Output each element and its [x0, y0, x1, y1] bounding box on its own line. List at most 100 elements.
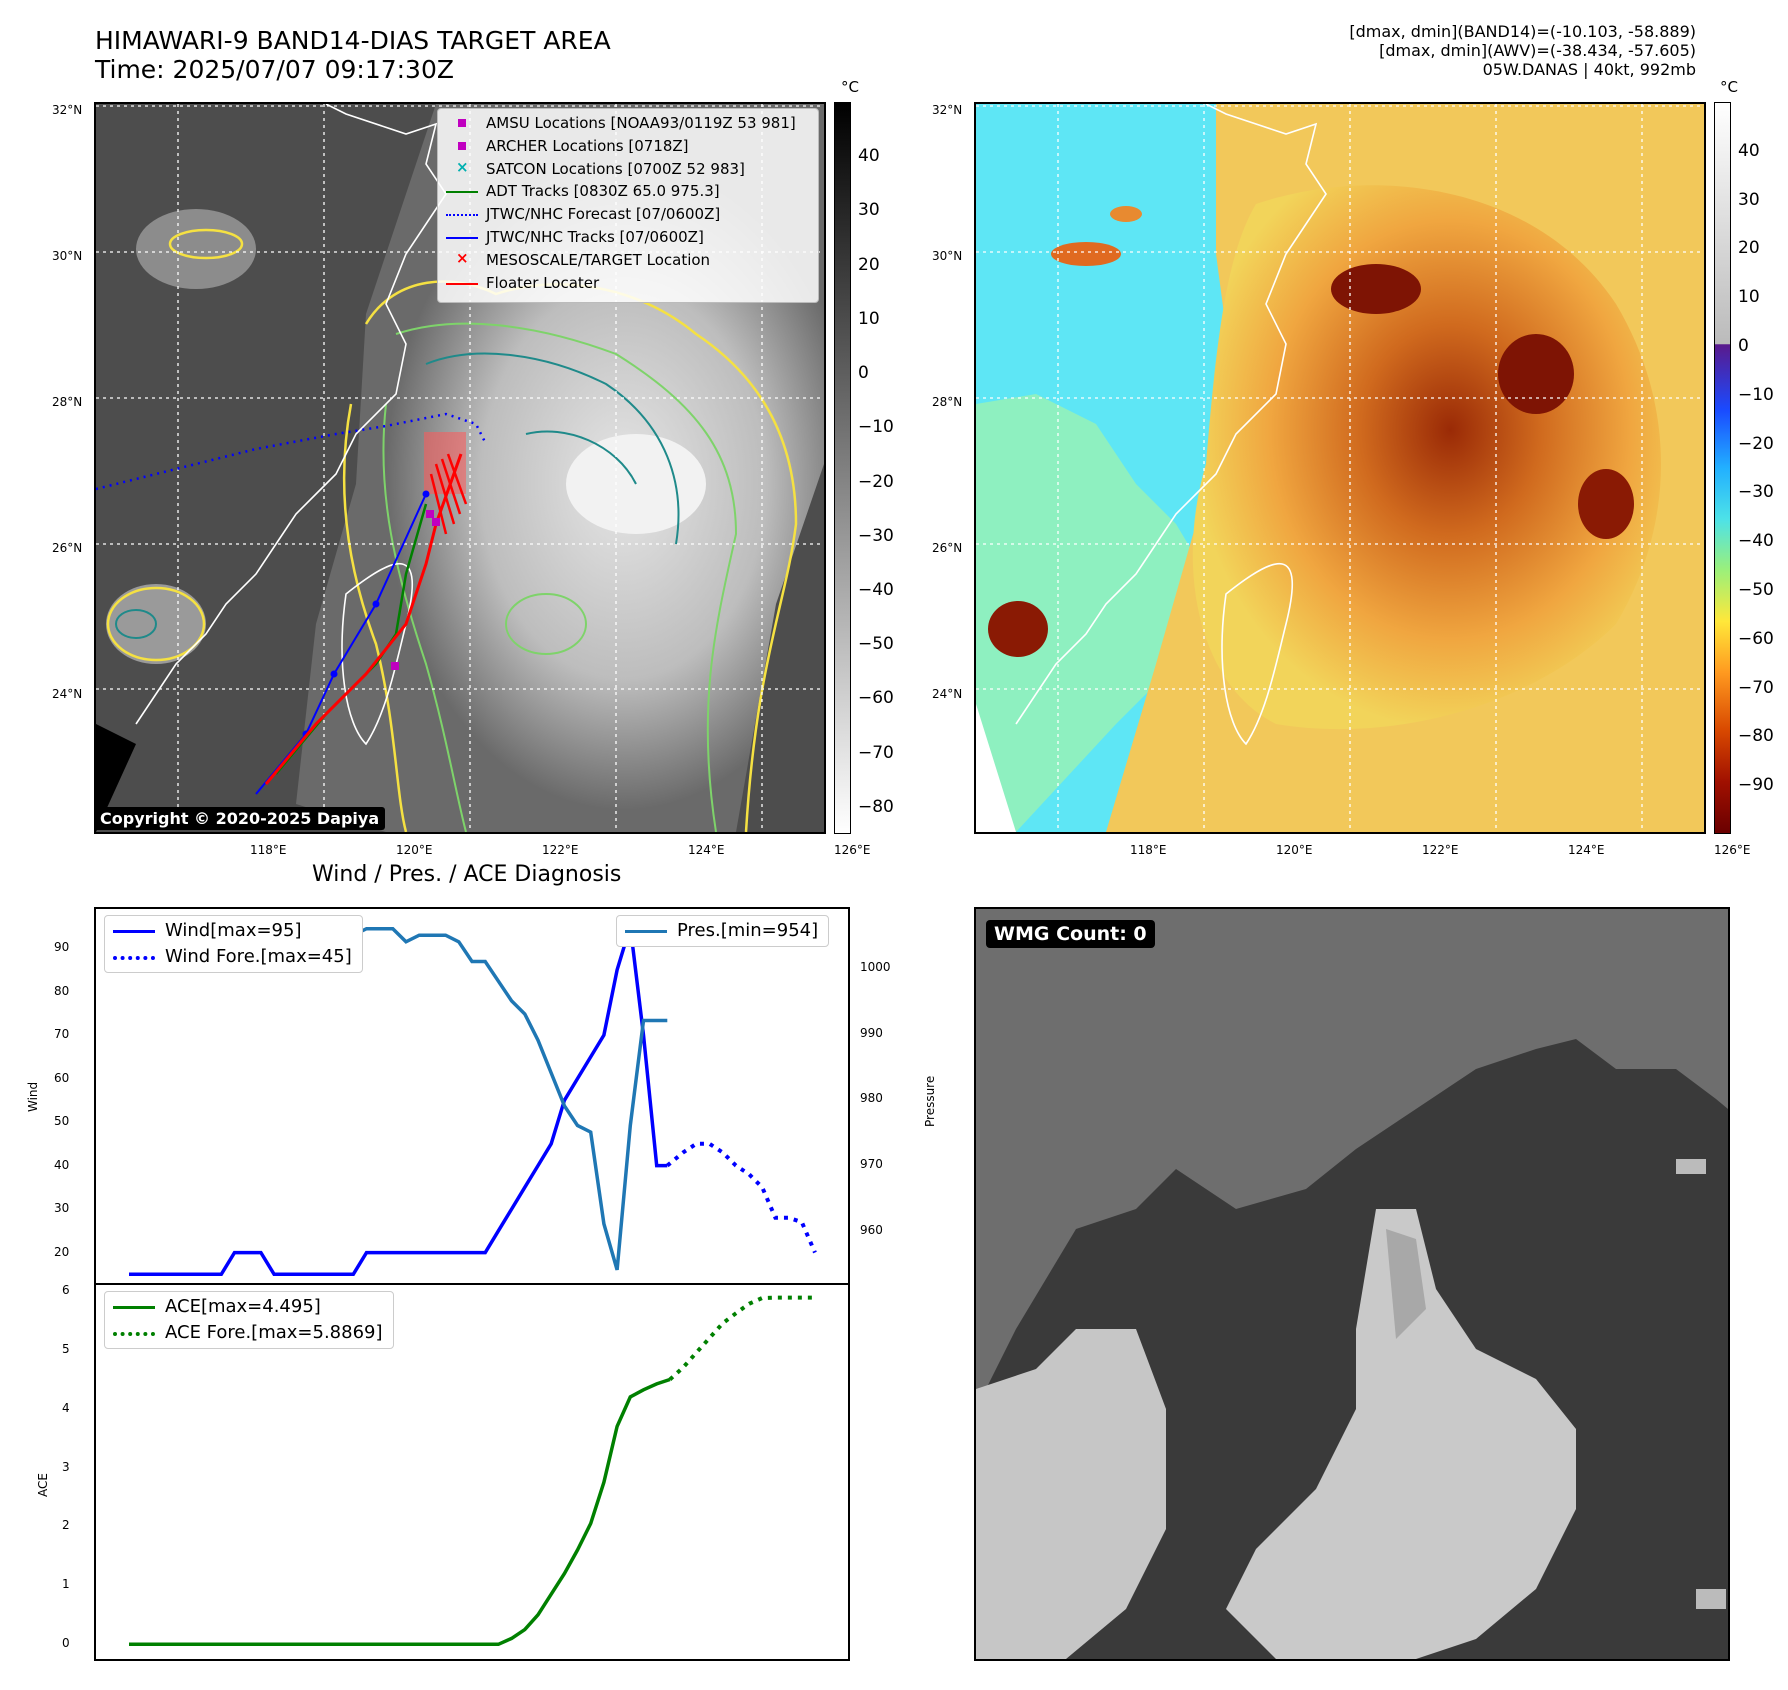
legend-wind: Wind[max=95] [105, 918, 352, 944]
lat-tick-label: 28°N [52, 395, 83, 409]
title-line-2: Time: 2025/07/07 09:17:30Z [95, 55, 454, 84]
wind-legend: Wind[max=95] Wind Fore.[max=45] [104, 915, 363, 973]
awv-imagery [976, 104, 1704, 832]
right-colorbar-tick: 40 [1738, 140, 1760, 161]
legend-adt: ADT Tracks [0830Z 65.0 975.3] [438, 180, 818, 203]
ace-tick-label: 0 [62, 1636, 70, 1651]
right-colorbar-tick: −50 [1738, 580, 1774, 600]
lon-tick-label: 124°E [688, 843, 725, 857]
left-colorbar-tick: 40 [858, 146, 880, 167]
legend-label: ACE Fore.[max=5.8869] [165, 1322, 383, 1343]
ace-tick-label: 1 [62, 1577, 70, 1592]
lat-tick-label: 28°N [932, 395, 963, 409]
legend-label: ADT Tracks [0830Z 65.0 975.3] [486, 182, 720, 201]
pressure-axis-label: Pressure [923, 1075, 937, 1127]
right-colorbar-unit: °C [1720, 78, 1738, 96]
adt-line-icon [446, 191, 478, 194]
lon-tick-label: 126°E [834, 843, 871, 857]
pressure-tick-label: 980 [860, 1091, 883, 1106]
left-colorbar-tick: −70 [858, 742, 894, 763]
wind-tick-label: 70 [54, 1027, 70, 1042]
left-colorbar [834, 102, 851, 834]
legend-jtwc-forecast: JTWC/NHC Forecast [07/0600Z] [438, 203, 818, 226]
legend-label: JTWC/NHC Forecast [07/0600Z] [486, 205, 721, 224]
wind-forecast-dotted-icon [113, 956, 155, 960]
ace-tick-label: 4 [62, 1400, 70, 1415]
pressure-tick-label: 970 [860, 1156, 883, 1171]
legend-ace-forecast: ACE Fore.[max=5.8869] [105, 1320, 383, 1346]
ace-tick-label: 5 [62, 1341, 70, 1356]
wind-tick-label: 40 [54, 1157, 70, 1172]
legend-label: Wind Fore.[max=45] [165, 946, 352, 967]
legend-archer: ARCHER Locations [0718Z] [438, 135, 818, 158]
pressure-tick-label: 990 [860, 1025, 883, 1040]
lon-tick-label: 120°E [1276, 843, 1313, 857]
floater-line-icon [446, 282, 478, 285]
ace-plot [129, 1295, 815, 1647]
legend-label: Wind[max=95] [165, 920, 302, 941]
lat-tick-label: 30°N [932, 249, 963, 263]
left-colorbar-tick: −10 [858, 417, 894, 438]
left-colorbar-unit: °C [841, 78, 859, 96]
wind-tick-label: 90 [54, 940, 70, 955]
lon-tick-label: 126°E [1714, 843, 1751, 857]
lat-tick-label: 30°N [52, 249, 83, 263]
left-colorbar-tick: 0 [858, 363, 869, 384]
pressure-legend: Pres.[min=954] [616, 915, 830, 947]
left-colorbar-tick: 20 [858, 254, 880, 275]
pressure-tick-label: 1000 [860, 960, 891, 975]
wmg-imagery [976, 909, 1728, 1659]
series-line-wind-pressure-2 [666, 1141, 817, 1254]
lon-tick-label: 118°E [250, 843, 287, 857]
legend-pressure: Pres.[min=954] [617, 918, 818, 944]
target-x-icon: × [456, 248, 469, 267]
legend-label: MESOSCALE/TARGET Location [486, 250, 711, 269]
legend-wind-forecast: Wind Fore.[max=45] [105, 944, 352, 970]
figure-title: HIMAWARI-9 BAND14-DIAS TARGET AREA Time: … [95, 26, 611, 84]
lat-tick-label: 32°N [932, 103, 963, 117]
title-line-1: HIMAWARI-9 BAND14-DIAS TARGET AREA [95, 26, 611, 55]
legend-label: ARCHER Locations [0718Z] [486, 136, 689, 155]
ace-legend: ACE[max=4.495] ACE Fore.[max=5.8869] [104, 1291, 394, 1349]
wmg-count-badge: WMG Count: 0 [986, 920, 1155, 948]
legend-satcon: × SATCON Locations [0700Z 52 983] [438, 158, 818, 181]
legend-label: SATCON Locations [0700Z 52 983] [486, 159, 745, 178]
right-colorbar-tick: −70 [1738, 677, 1774, 698]
stats-line-1: [dmax, dmin](BAND14)=(-10.103, -58.889) [1349, 22, 1696, 41]
series-line-wind-pressure-0 [129, 925, 632, 1277]
lon-tick-label: 124°E [1568, 843, 1605, 857]
right-colorbar-tick: −60 [1738, 628, 1774, 649]
ace-line-icon [113, 1306, 155, 1309]
right-colorbar-tick: 20 [1738, 238, 1760, 259]
amsu-marker-icon [458, 119, 466, 127]
lat-tick-label: 24°N [932, 687, 963, 701]
wind-tick-label: 60 [54, 1070, 70, 1085]
series-line-ace-1 [668, 1295, 815, 1381]
diagnosis-title: Wind / Pres. / ACE Diagnosis [312, 862, 622, 887]
awv-satellite-panel [974, 102, 1706, 834]
right-colorbar [1714, 102, 1731, 834]
right-colorbar-tick: 0 [1738, 336, 1749, 356]
legend-label: Pres.[min=954] [677, 920, 819, 941]
ace-tick-label: 2 [62, 1518, 70, 1533]
ace-tick-label: 3 [62, 1459, 70, 1474]
lon-tick-label: 122°E [1422, 843, 1459, 857]
lon-tick-label: 118°E [1130, 843, 1167, 857]
right-colorbar-tick: −10 [1738, 384, 1774, 405]
satcon-x-icon: × [456, 157, 469, 176]
lon-tick-label: 122°E [542, 843, 579, 857]
right-colorbar-tick: −30 [1738, 482, 1774, 503]
left-colorbar-tick: −30 [858, 525, 894, 546]
right-colorbar-tick: −20 [1738, 433, 1774, 454]
lat-tick-label: 24°N [52, 687, 83, 701]
legend-target: × MESOSCALE/TARGET Location [438, 249, 818, 272]
wind-tick-label: 50 [54, 1114, 70, 1129]
lat-tick-label: 26°N [52, 541, 83, 555]
lon-tick-label: 120°E [396, 843, 433, 857]
series-line-ace-0 [129, 1377, 671, 1647]
stats-header: [dmax, dmin](BAND14)=(-10.103, -58.889) … [1349, 22, 1696, 79]
series-line-wind-pressure-3 [129, 920, 668, 1271]
left-colorbar-tick: −80 [858, 796, 894, 817]
lat-tick-label: 26°N [932, 541, 963, 555]
pressure-tick-label: 960 [860, 1222, 883, 1237]
